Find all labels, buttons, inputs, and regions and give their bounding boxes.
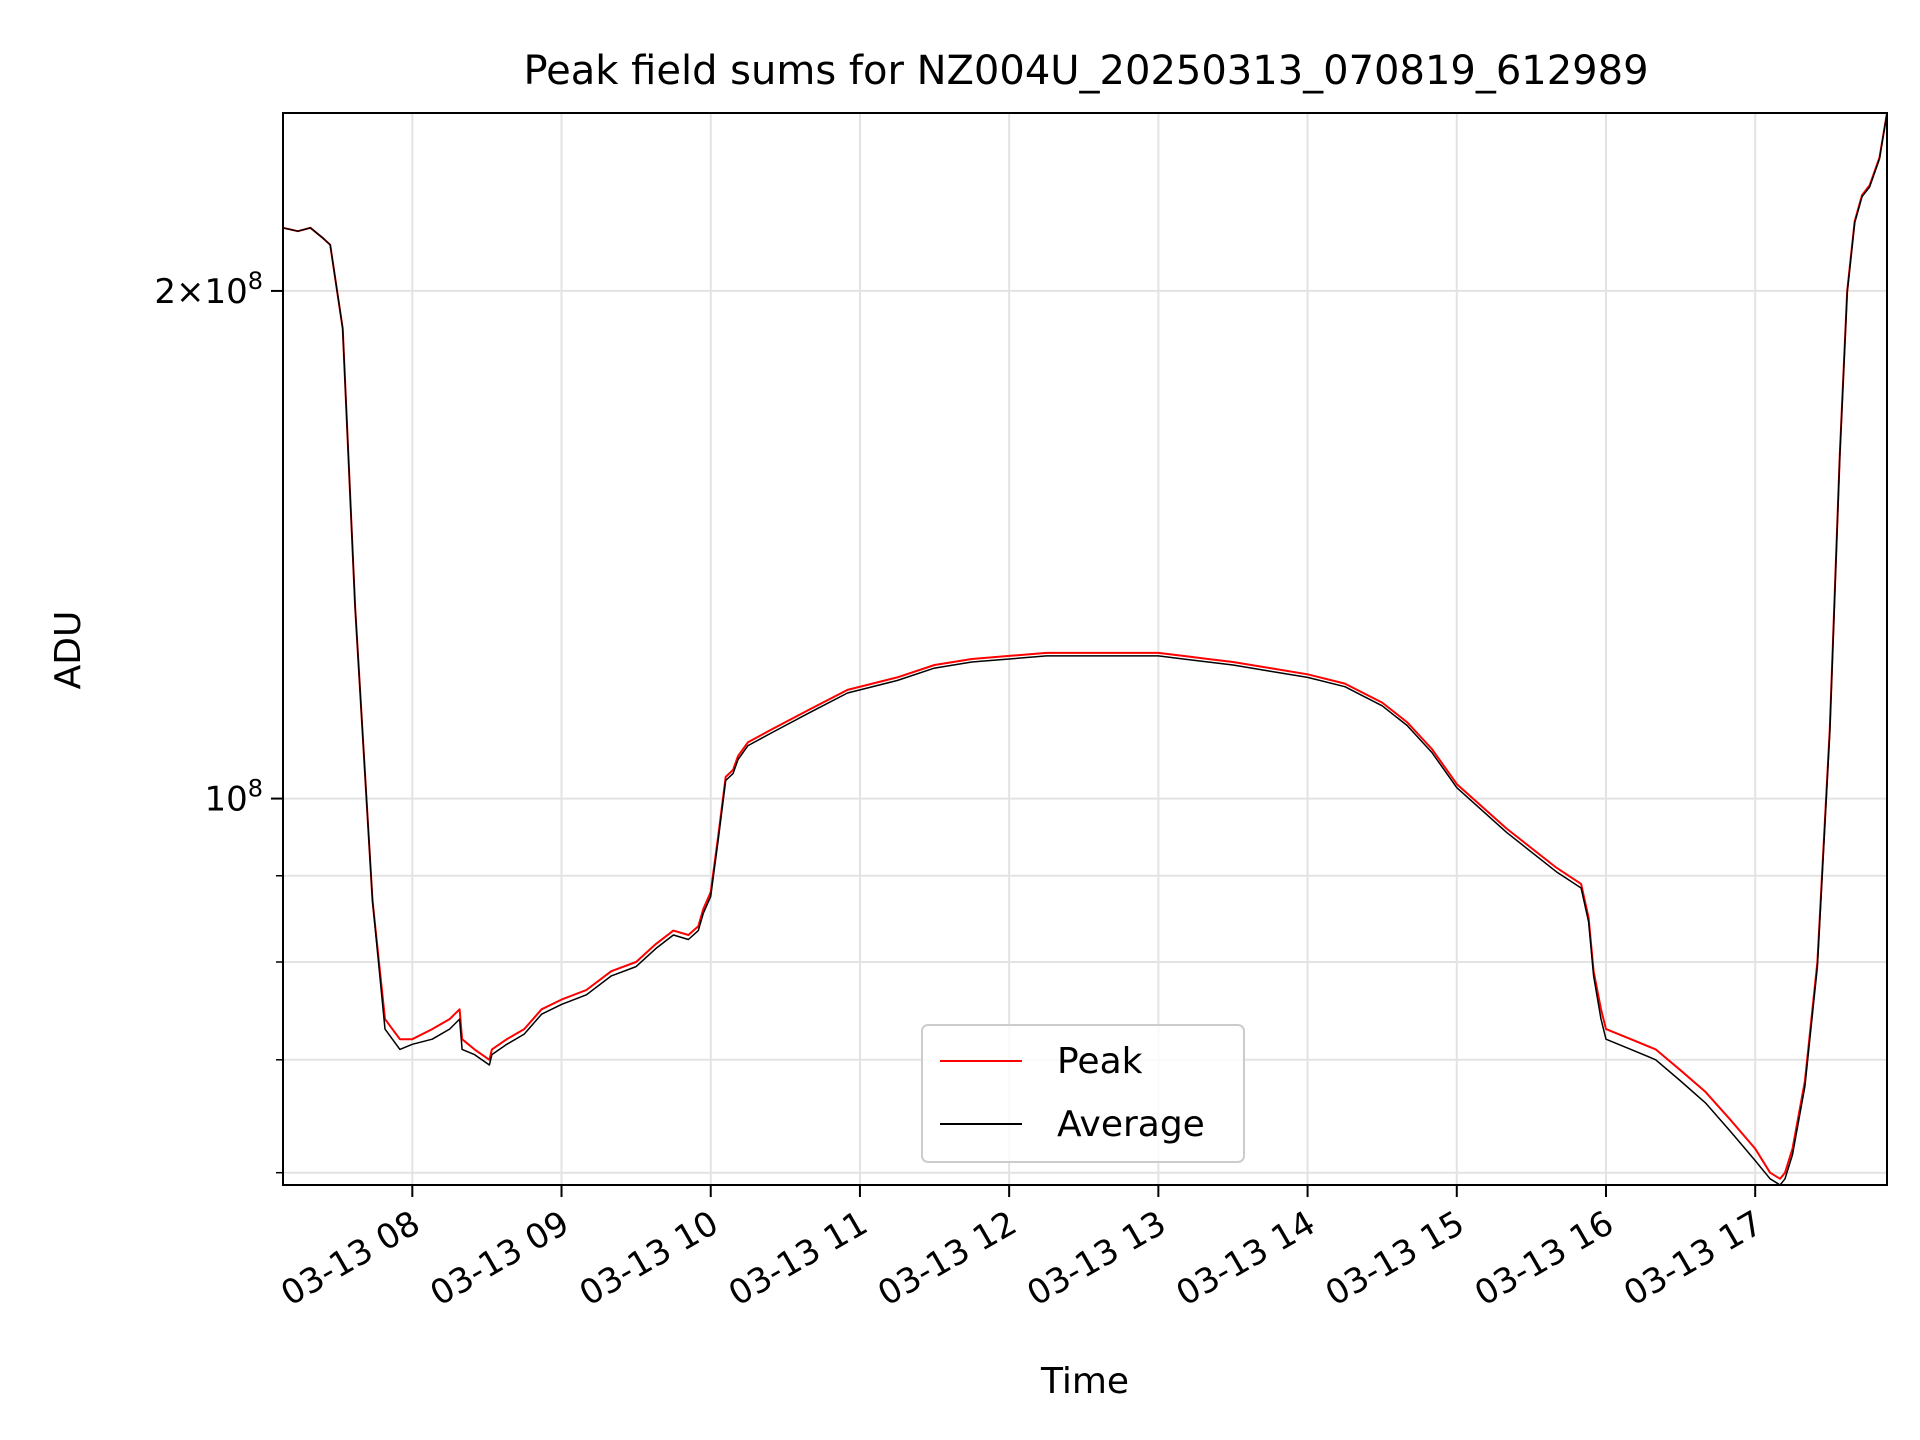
legend-box — [921, 1024, 1245, 1163]
chart-title: Peak field sums for NZ004U_20250313_0708… — [523, 48, 1648, 94]
x-axis-label: Time — [1040, 1361, 1129, 1402]
legend-label-average: Average — [1057, 1104, 1205, 1145]
grid-lines — [283, 113, 1887, 1185]
y-tick-label: 108 — [204, 775, 263, 820]
legend: Peak Average — [921, 1024, 1245, 1163]
plot-lines — [282, 112, 1888, 1186]
legend-label-peak: Peak — [1057, 1041, 1143, 1082]
series-line-peak — [282, 112, 1888, 1180]
y-tick-label: 2×108 — [154, 267, 263, 312]
y-axis-ticks: 2×108 108 — [154, 267, 283, 1174]
plot-frame — [282, 112, 1888, 1186]
y-axis-label: ADU — [48, 611, 89, 690]
series-line-average — [282, 112, 1888, 1186]
